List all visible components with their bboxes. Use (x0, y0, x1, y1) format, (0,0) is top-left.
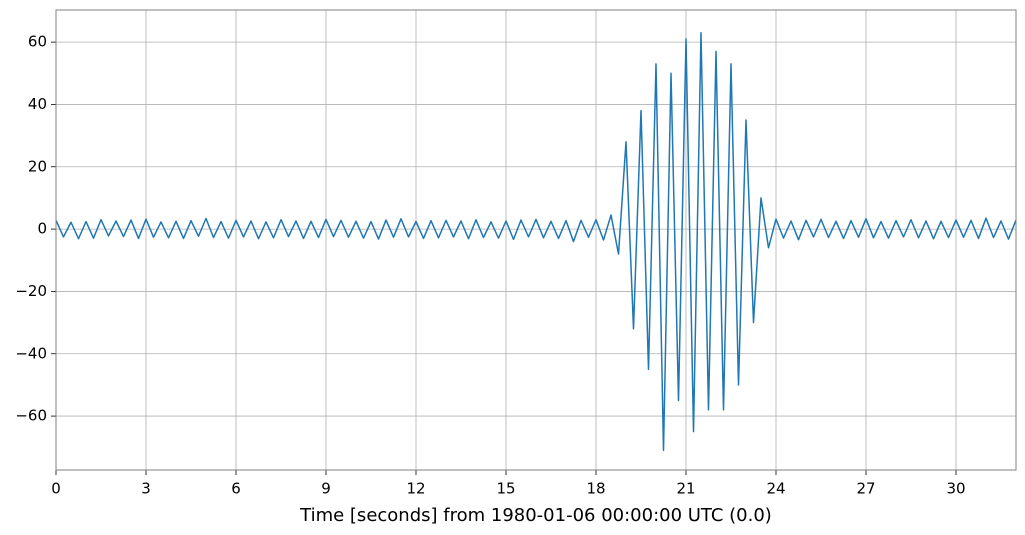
y-tick-label: 60 (28, 33, 47, 51)
x-tick-label: 24 (766, 480, 785, 498)
x-tick-label: 9 (321, 480, 331, 498)
y-tick-label: 0 (37, 220, 47, 238)
y-tick-label: 40 (28, 95, 47, 113)
x-tick-label: 21 (676, 480, 695, 498)
y-tick-label: −40 (15, 344, 47, 362)
x-tick-label: 27 (856, 480, 875, 498)
x-tick-label: 0 (51, 480, 61, 498)
x-axis-label: Time [seconds] from 1980-01-06 00:00:00 … (299, 505, 772, 526)
y-tick-label: 20 (28, 157, 47, 175)
x-tick-label: 12 (406, 480, 425, 498)
y-tick-label: −20 (15, 282, 47, 300)
x-tick-label: 15 (496, 480, 515, 498)
x-tick-label: 30 (946, 480, 965, 498)
x-tick-label: 18 (586, 480, 605, 498)
x-tick-label: 3 (141, 480, 151, 498)
y-tick-label: −60 (15, 407, 47, 425)
plot-frame (55, 9, 1017, 471)
signal-line (55, 32, 1017, 452)
x-tick-label: 6 (231, 480, 241, 498)
